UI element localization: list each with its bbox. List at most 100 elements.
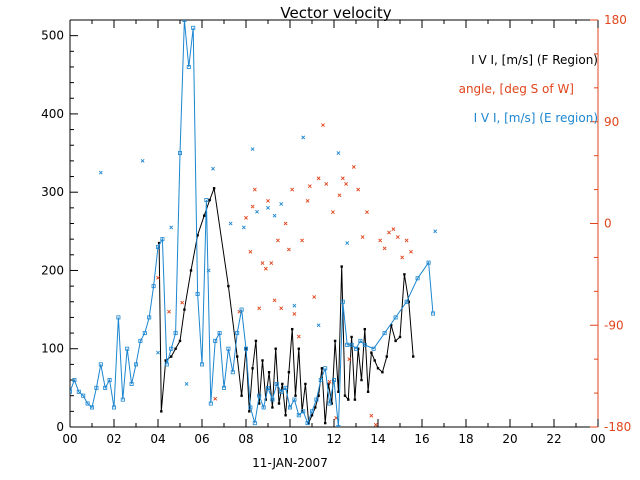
x-tick-label: 12 [326,432,341,446]
data-point [292,312,297,316]
data-point [272,213,277,218]
data-point [358,338,363,343]
x-tick-label: 16 [414,432,429,446]
data-point [314,406,317,409]
data-point [250,147,255,152]
data-point [430,311,435,316]
data-point [244,215,248,220]
data-point [324,182,329,186]
data-point [426,260,431,265]
data-point [248,249,253,254]
data-point [266,205,270,210]
data-point [301,135,306,140]
x-tick-label: 20 [502,432,517,446]
data-point [353,346,358,351]
data-point [138,338,143,343]
data-point [164,359,167,362]
data-point [240,394,243,397]
data-point [191,25,196,30]
data-point [381,371,384,374]
data-point [281,382,284,386]
data-point [393,315,398,320]
data-point [340,265,343,268]
data-point [267,371,271,374]
data-point [376,367,380,370]
data-point [404,238,409,243]
data-point [316,323,321,328]
data-point [343,394,347,397]
data-point [398,335,402,339]
legend-entry-angle: angle, [deg S of W] [459,82,574,96]
data-point [252,421,257,426]
data-point [212,187,216,190]
y2-axis-ticks: -180 -90 0 90 180 [590,13,631,434]
data-point [169,346,174,351]
data-point [330,210,335,215]
data-point [415,276,420,281]
data-point [382,246,387,251]
data-point [279,306,284,311]
data-point [203,214,206,217]
data-point [304,382,307,386]
x-axis-ticks: 00 02 04 06 08 10 12 14 16 18 20 22 00 [62,20,606,446]
data-point [373,422,378,427]
data-point [305,198,310,203]
data-point [230,370,235,375]
data-point [366,390,370,393]
data-point [284,414,287,417]
y2-tick-label: 0 [604,217,612,231]
data-point [151,284,156,289]
data-point [260,261,265,265]
data-point [330,402,333,405]
x-tick-label: 22 [546,432,561,446]
data-point [204,198,209,203]
data-point [382,331,387,336]
y2-tick-label: 180 [604,13,627,27]
data-point [283,221,288,226]
data-point [170,355,173,358]
x-tick-label: 06 [194,432,209,446]
data-point [433,229,438,234]
data-point [226,346,231,351]
x-axis-label: 11-JAN-2007 [252,456,328,470]
data-point [196,234,199,237]
y-axis-ticks: 0 100 200 300 400 500 [41,29,78,434]
data-point [199,362,204,367]
data-point [261,359,264,362]
data-point [237,309,242,314]
data-point [351,165,356,169]
data-point [327,379,332,384]
data-point [305,421,310,426]
data-point [321,123,325,128]
data-point [272,298,277,303]
data-point [129,381,134,386]
data-point [235,331,240,336]
data-point [76,389,81,394]
x-tick-label: 00 [590,432,605,446]
data-point [373,359,376,362]
data-point [274,347,277,350]
data-point [337,390,340,393]
data-point [70,389,73,394]
x-tick-label: 02 [106,432,121,446]
data-point [395,235,400,239]
data-point [309,409,314,414]
data-point [254,339,258,343]
data-point [340,299,345,304]
data-point [365,210,369,215]
data-point [98,362,103,367]
data-point [312,295,317,299]
data-point [243,346,248,351]
data-point [353,398,357,401]
data-point [369,413,374,418]
data-point [228,221,233,226]
data-point [206,268,211,273]
data-point [345,342,350,347]
data-point [184,382,189,386]
data-point [125,346,130,351]
data-point [140,158,145,163]
data-point [347,398,350,401]
data-point [360,235,365,239]
data-point [160,410,163,413]
series-layer [70,20,438,427]
